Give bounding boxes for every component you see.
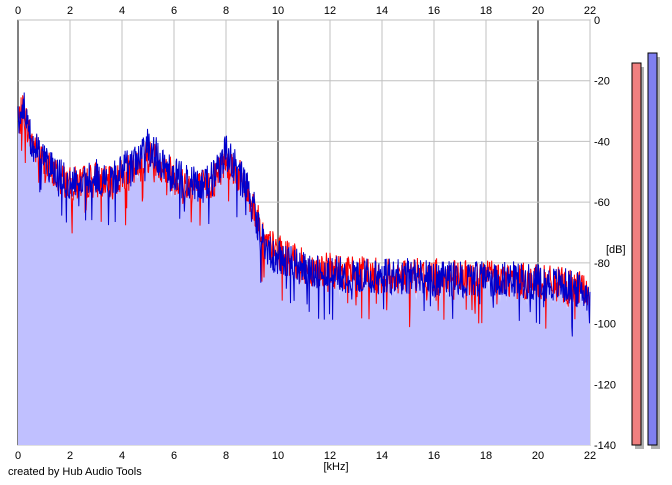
level-meter-right bbox=[647, 52, 660, 449]
x-tick-label: 8 bbox=[223, 450, 229, 462]
y-tick-label: -80 bbox=[594, 258, 610, 270]
credit-text: created by Hub Audio Tools bbox=[8, 466, 142, 478]
x-axis-label: [kHz] bbox=[323, 461, 348, 473]
x-tick-label: 10 bbox=[272, 450, 284, 462]
tick-labels: 002244668810101212141416161818202022220-… bbox=[15, 5, 616, 462]
x-tick-label: 0 bbox=[15, 450, 21, 462]
x-tick-label: 16 bbox=[428, 450, 440, 462]
x-tick-label: 8 bbox=[223, 5, 229, 17]
y-tick-label: -120 bbox=[594, 379, 616, 391]
x-tick-label: 6 bbox=[171, 5, 177, 17]
x-tick-label: 22 bbox=[584, 450, 596, 462]
y-tick-label: -40 bbox=[594, 136, 610, 148]
x-tick-label: 18 bbox=[480, 450, 492, 462]
x-tick-label: 22 bbox=[584, 5, 596, 17]
level-meter-right-bar bbox=[647, 52, 658, 446]
x-tick-label: 12 bbox=[324, 450, 336, 462]
x-tick-label: 18 bbox=[480, 5, 492, 17]
series-line-right-channel bbox=[17, 92, 591, 337]
x-tick-label: 10 bbox=[272, 5, 284, 17]
x-tick-label: 14 bbox=[376, 5, 388, 17]
x-tick-label: 12 bbox=[324, 5, 336, 17]
x-tick-label: 20 bbox=[532, 450, 544, 462]
y-tick-label: -100 bbox=[594, 319, 616, 331]
y-tick-label: 0 bbox=[594, 15, 600, 27]
level-meter-left-bar bbox=[631, 62, 642, 446]
y-axis-label: [dB] bbox=[606, 244, 626, 256]
y-tick-label: -140 bbox=[594, 440, 616, 452]
x-tick-label: 2 bbox=[67, 5, 73, 17]
x-tick-label: 14 bbox=[376, 450, 388, 462]
x-tick-label: 16 bbox=[428, 5, 440, 17]
x-tick-label: 4 bbox=[119, 450, 125, 462]
y-tick-label: -60 bbox=[594, 197, 610, 209]
y-tick-label: -20 bbox=[594, 76, 610, 88]
level-meter-left bbox=[631, 62, 644, 449]
x-tick-label: 2 bbox=[67, 450, 73, 462]
x-tick-label: 20 bbox=[532, 5, 544, 17]
x-tick-label: 6 bbox=[171, 450, 177, 462]
x-tick-label: 4 bbox=[119, 5, 125, 17]
x-tick-label: 0 bbox=[15, 5, 21, 17]
